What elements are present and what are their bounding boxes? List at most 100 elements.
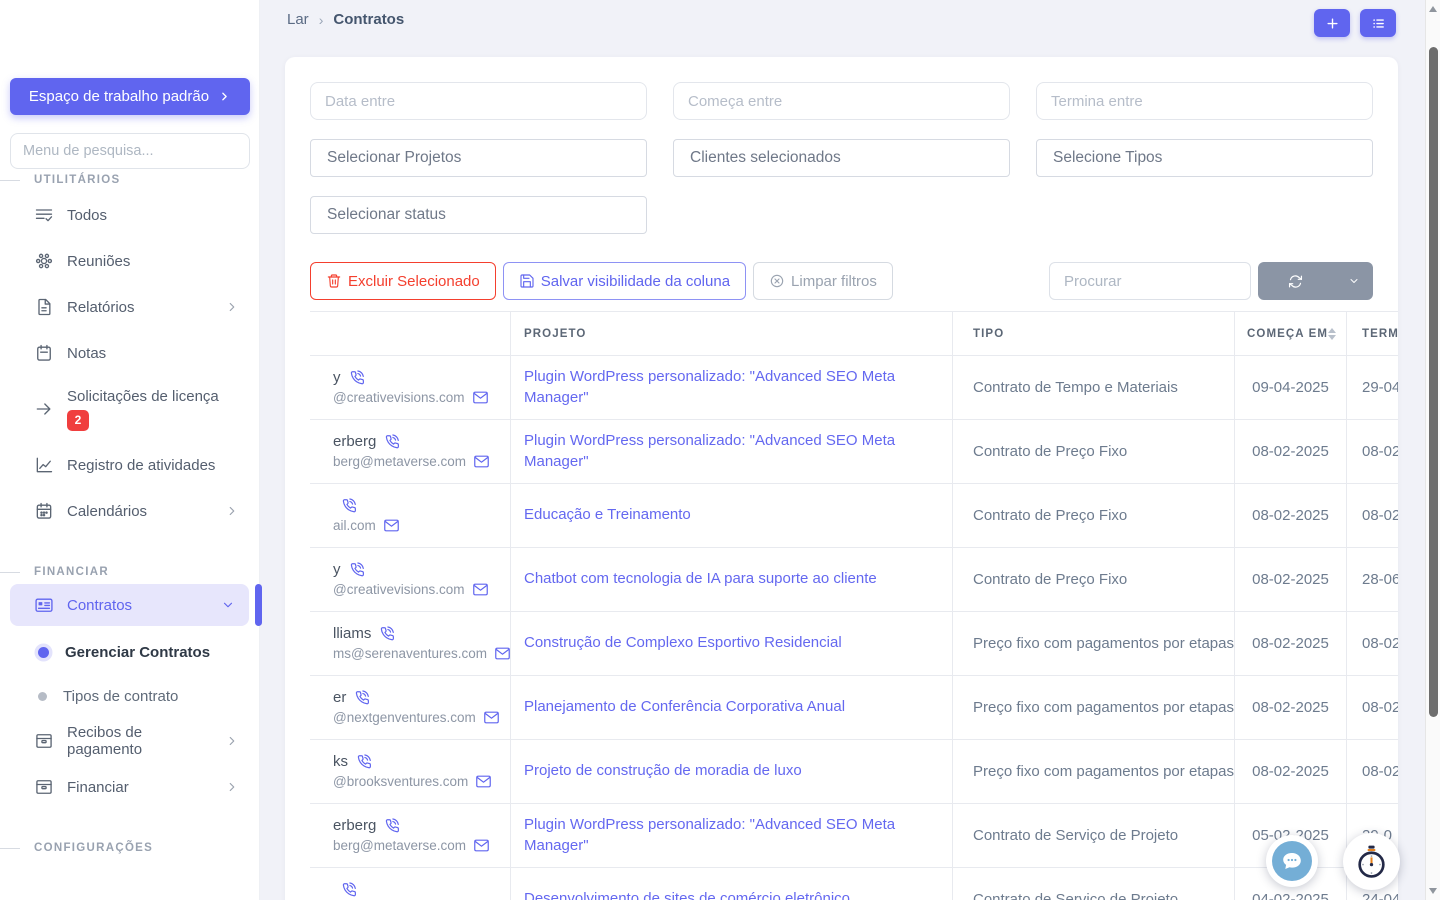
date-filter-input[interactable] [310,82,647,120]
phone-icon[interactable] [383,817,400,834]
ends-on-cell: 08-02 [1347,484,1398,547]
client-name: erberg [333,433,377,450]
sidebar-item[interactable]: Notas [0,330,259,376]
client-name: er [333,689,347,706]
workspace-button[interactable]: Espaço de trabalho padrão [10,78,250,115]
client-email: ail.com [333,518,376,533]
filter-select[interactable]: Selecionar Projetos [310,139,647,177]
project-link[interactable]: Projeto de construção de moradia de luxo [524,762,802,780]
refresh-icon [1288,274,1303,289]
delete-selected-button[interactable]: Excluir Selecionado [310,262,496,300]
starts-on-cell: 09-04-2025 [1235,356,1347,419]
mail-icon[interactable] [483,709,500,726]
phone-icon[interactable] [383,433,400,450]
chat-fab[interactable] [1266,835,1318,887]
client-email: berg@metaverse.com [333,838,467,853]
client-cell: erberg berg@metaverse.com [310,804,511,867]
add-contract-button[interactable] [1314,9,1350,37]
phone-icon[interactable] [340,497,357,514]
date-filter-input[interactable] [673,82,1010,120]
table-row: Desenvolvimento de sites de comércio ele… [310,868,1398,900]
starts-on-cell: 08-02-2025 [1235,676,1347,739]
phone-icon[interactable] [378,625,395,642]
starts-on-cell: 08-02-2025 [1235,484,1347,547]
sidebar-item[interactable]: Registro de atividades [0,442,259,488]
mail-icon[interactable] [473,837,490,854]
mail-icon[interactable] [472,389,489,406]
project-link[interactable]: Educação e Treinamento [524,506,691,524]
project-link[interactable]: Construção de Complexo Esportivo Residen… [524,634,842,652]
refresh-split-button[interactable] [1258,262,1373,300]
trash-icon [326,273,342,289]
sidebar-item[interactable]: Reuniões [0,238,259,284]
project-cell: Construção de Complexo Esportivo Residen… [511,612,953,675]
payment-receipts-icon [34,731,54,751]
mail-icon[interactable] [472,581,489,598]
sidebar-item-label: Contratos [67,596,133,614]
sidebar-item[interactable]: Relatórios [0,284,259,330]
sidebar-subitem[interactable]: Gerenciar Contratos [0,630,259,674]
ends-on-cell: 08-02 [1347,676,1398,739]
filter-select[interactable]: Selecionar status [310,196,647,234]
mail-icon[interactable] [383,517,400,534]
project-link[interactable]: Planejamento de Conferência Corporativa … [524,698,846,716]
filter-select[interactable]: Clientes selecionados [673,139,1010,177]
phone-icon[interactable] [340,881,357,898]
sidebar-item[interactable]: Calendários [0,488,259,534]
date-filter-input[interactable] [1036,82,1373,120]
scrollbar-track[interactable] [1425,0,1440,900]
table-header-cell[interactable]: PROJETO [511,312,953,355]
timer-fab[interactable] [1343,833,1400,890]
project-link[interactable]: Plugin WordPress personalizado: "Advance… [524,432,896,470]
project-link[interactable]: Plugin WordPress personalizado: "Advance… [524,816,896,854]
list-view-button[interactable] [1360,9,1396,37]
notes-icon [34,343,54,363]
table-header-cell[interactable]: COMEÇA EM [1235,312,1347,355]
clear-filters-button[interactable]: Limpar filtros [753,262,893,300]
chevron-icon [225,504,239,518]
phone-icon[interactable] [348,561,365,578]
sort-icon[interactable] [1328,327,1337,340]
project-cell: Chatbot com tecnologia de IA para suport… [511,548,953,611]
phone-icon[interactable] [353,689,370,706]
mail-icon[interactable] [475,773,492,790]
sidebar-item[interactable]: Todos [0,192,259,238]
sidebar-subitem[interactable]: Tipos de contrato [0,674,259,718]
scrollbar-down-arrow[interactable] [1429,888,1437,894]
chevron-icon [225,734,239,748]
sidebar-item-label: Registro de atividades [67,456,216,474]
scrollbar-thumb[interactable] [1429,47,1438,717]
sidebar-item[interactable]: Contratos [10,584,262,626]
project-link[interactable]: Plugin WordPress personalizado: "Advance… [524,368,896,406]
client-cell [310,868,511,900]
save-column-visibility-button[interactable]: Salvar visibilidade da coluna [502,262,747,300]
project-link[interactable]: Desenvolvimento de sites de comércio ele… [524,890,850,900]
project-link[interactable]: Chatbot com tecnologia de IA para suport… [524,570,877,588]
sidebar-item[interactable]: Recibos de pagamento [0,718,259,764]
scrollbar-up-arrow[interactable] [1429,6,1437,12]
project-cell: Planejamento de Conferência Corporativa … [511,676,953,739]
table-row: erberg berg@metaverse.com Plugin WordPre… [310,804,1398,868]
sidebar-item-label: Recibos de pagamento [67,724,143,758]
phone-icon[interactable] [348,369,365,386]
sidebar-item[interactable]: Financiar [0,764,259,810]
table-search-input[interactable] [1049,262,1251,300]
mail-icon[interactable] [494,645,511,662]
ends-on-cell: 08-02 [1347,612,1398,675]
sidebar-item-label: Notas [67,344,107,362]
table-header-cell[interactable]: TERMIN [1347,312,1398,355]
phone-icon[interactable] [355,753,372,770]
table-header-cell[interactable]: TIPO [953,312,1235,355]
table-header-cell[interactable] [310,312,511,355]
chevron-icon [225,300,239,314]
sidebar-search-input[interactable] [10,133,250,169]
contracts-table: PROJETO TIPO COMEÇA EM TERMIN y @creativ… [310,311,1398,900]
breadcrumb-current: Contratos [333,11,405,28]
mail-icon[interactable] [473,453,490,470]
filter-select[interactable]: Selecione Tipos [1036,139,1373,177]
breadcrumb-home-link[interactable]: Lar [287,11,309,28]
sidebar-section-label: FINANCIAR [0,566,259,578]
sidebar-item-label: Calendários [67,502,148,520]
sidebar-item[interactable]: Solicitações de licença 2 [0,376,259,442]
